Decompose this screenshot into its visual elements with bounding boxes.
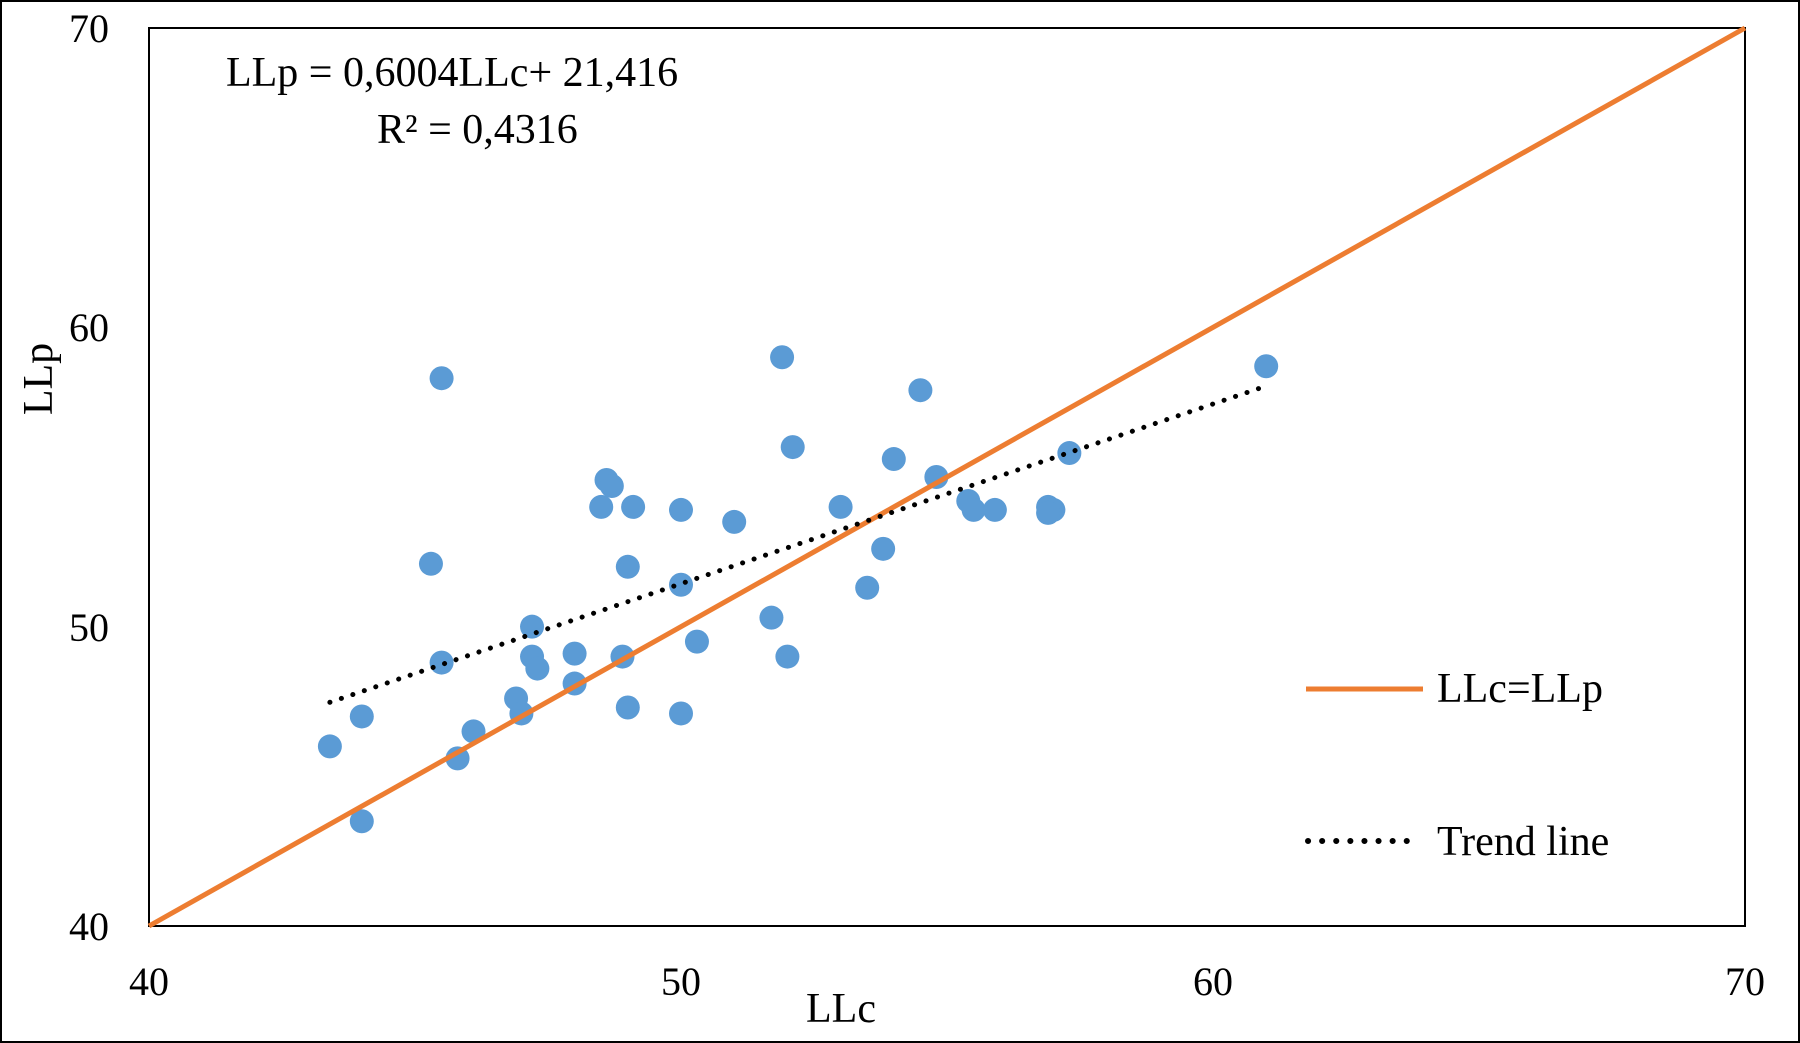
data-point [759,605,784,630]
data-point [722,509,747,534]
trend-line [327,383,1269,705]
x-tick-40: 40 [129,959,169,1004]
regression-equation: LLp = 0,6004LLc+ 21,416 [226,50,678,96]
data-point [871,536,896,561]
data-point [1036,500,1061,525]
plot-area [148,27,1746,927]
data-point [828,494,853,519]
data-point [615,695,640,720]
y-tick-50: 50 [69,605,109,650]
data-point [525,656,550,681]
data-point [562,641,587,666]
x-tick-70: 70 [1725,959,1765,1004]
y-tick-70: 70 [69,6,109,51]
data-point [1057,441,1082,466]
data-point [669,497,693,522]
data-point [770,345,795,370]
data-point [881,447,906,472]
legend-trend-label: Trend line [1437,819,1609,865]
x-tick-50: 50 [661,959,701,1004]
data-point [924,465,949,489]
data-point [982,497,1007,522]
data-point [961,497,986,522]
legend-identity-label: LLc=LLp [1437,666,1603,712]
scatter-points [317,345,1279,834]
y-tick-40: 40 [69,904,109,949]
data-point [1254,354,1279,379]
data-point [589,494,614,519]
data-point [615,554,640,579]
data-point [775,644,800,669]
data-point [349,704,374,729]
data-point [669,701,693,726]
data-point [599,473,624,498]
data-point [349,809,374,834]
data-point [445,746,470,771]
data-point [780,435,805,460]
data-point [429,366,454,391]
identity-line [147,25,1747,929]
data-point [855,575,880,600]
y-tick-60: 60 [69,305,109,350]
data-point [418,551,443,576]
y-axis-label: LLp [16,343,62,415]
data-point [669,572,693,597]
data-point [317,734,342,759]
data-point [621,494,646,519]
x-tick-60: 60 [1193,959,1233,1004]
data-point [908,378,933,403]
data-point [684,629,709,654]
r-squared: R² = 0,4316 [377,107,578,153]
data-point [429,650,454,675]
x-axis-label: LLc [806,986,876,1032]
